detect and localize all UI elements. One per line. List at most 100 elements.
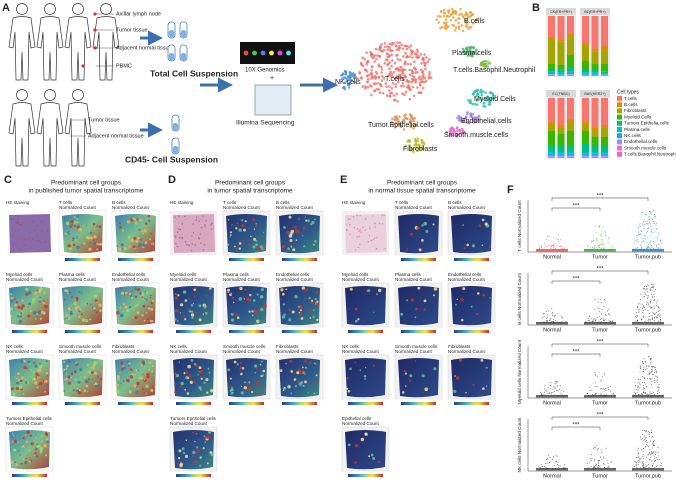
expression-spot [178,457,181,460]
chip [240,42,295,64]
label: Total Cell Suspension [150,68,238,78]
jitter-point [644,285,645,287]
jitter-point [657,232,659,234]
he-speck [376,236,378,239]
expression-spot [238,287,240,289]
umap-cell [408,144,411,147]
jitter-point [650,450,652,452]
umap-cell [408,88,412,91]
jitter-point [635,385,637,387]
expression-spot [86,302,88,305]
jitter-point [657,447,659,448]
umap-cell [469,26,473,29]
expression-spot [81,318,86,322]
jitter-point [643,458,645,459]
jitter-point [647,364,649,366]
he-speck [374,237,376,239]
expression-spot [290,392,292,394]
jitter-point [649,319,650,321]
expression-spot [294,295,298,299]
umap-cell [385,85,388,88]
umap-cell [412,94,416,98]
expression-spot [122,380,125,382]
expression-spot [145,291,149,294]
jitter-point [544,246,546,248]
bar-segment [601,156,608,158]
expression-spot [179,460,182,463]
tile-label: Normalized Count [59,205,96,210]
expression-spot [15,301,18,304]
expression-spot [128,362,131,365]
umap-cell [391,75,395,78]
umap-cell [482,63,486,66]
expression-spot [151,299,155,303]
jitter-point [597,463,599,465]
expression-spot [471,244,475,248]
jitter-point [636,392,638,394]
bar-segment [567,73,574,75]
he-speck [37,236,39,239]
jitter-point [545,463,547,465]
expression-spot [193,288,196,292]
cluster-label: T.cells.Basophil.Neutrophil [453,67,536,74]
expression-spot [196,446,199,449]
he-speck [211,222,213,225]
he-speck [36,239,39,242]
jitter-point [644,435,646,437]
bar-segment [601,16,608,46]
expression-spot [17,372,20,375]
jitter-point [644,360,646,362]
jitter-point [612,320,614,322]
expression-spot [465,391,467,394]
umap-cell [410,49,413,52]
expression-spot [97,384,101,387]
jitter-point [649,459,651,461]
expression-spot [229,293,232,297]
expression-spot [253,237,257,241]
expression-spot [130,387,132,389]
jitter-point [659,392,661,394]
jitter-point [559,385,561,387]
jitter-point [594,298,596,300]
umap-cell [370,85,373,88]
expression-spot [184,318,187,321]
expression-spot [200,377,203,380]
jitter-point [600,319,602,320]
jitter-point [645,465,647,467]
expression-spot [150,307,154,311]
umap-cell [464,116,468,120]
jitter-point [540,391,542,393]
expression-spot [283,226,286,229]
umap-cell [418,146,422,150]
expression-spot [312,309,315,312]
umap-cell [389,70,393,74]
expression-spot [345,387,349,390]
expression-spot [77,308,80,310]
jitter-point [644,224,646,226]
expression-spot [70,312,73,314]
expression-spot [181,447,185,451]
tissue-map [173,358,214,398]
bar-segment [557,156,565,158]
jitter-point [646,246,648,248]
bar-segment [582,61,589,70]
jitter-point [655,316,657,318]
expression-spot [20,462,23,465]
expression-spot [289,360,293,363]
jitter-point [597,301,599,303]
legend-label: T.cells.Basophil.Neutrophil [624,152,676,157]
colorbar [348,474,383,477]
expression-spot [360,437,365,442]
violin-base [536,395,568,398]
expression-spot [174,318,177,321]
expression-spot [36,289,39,292]
expression-spot [307,392,309,394]
jitter-point [637,464,639,465]
jitter-point [650,226,652,228]
x-tick-label: Tumor [592,254,608,260]
umap-cell [406,140,409,143]
he-speck [188,244,190,246]
jitter-point [611,246,613,248]
bar-segment [548,16,555,37]
expression-spot [38,300,41,303]
